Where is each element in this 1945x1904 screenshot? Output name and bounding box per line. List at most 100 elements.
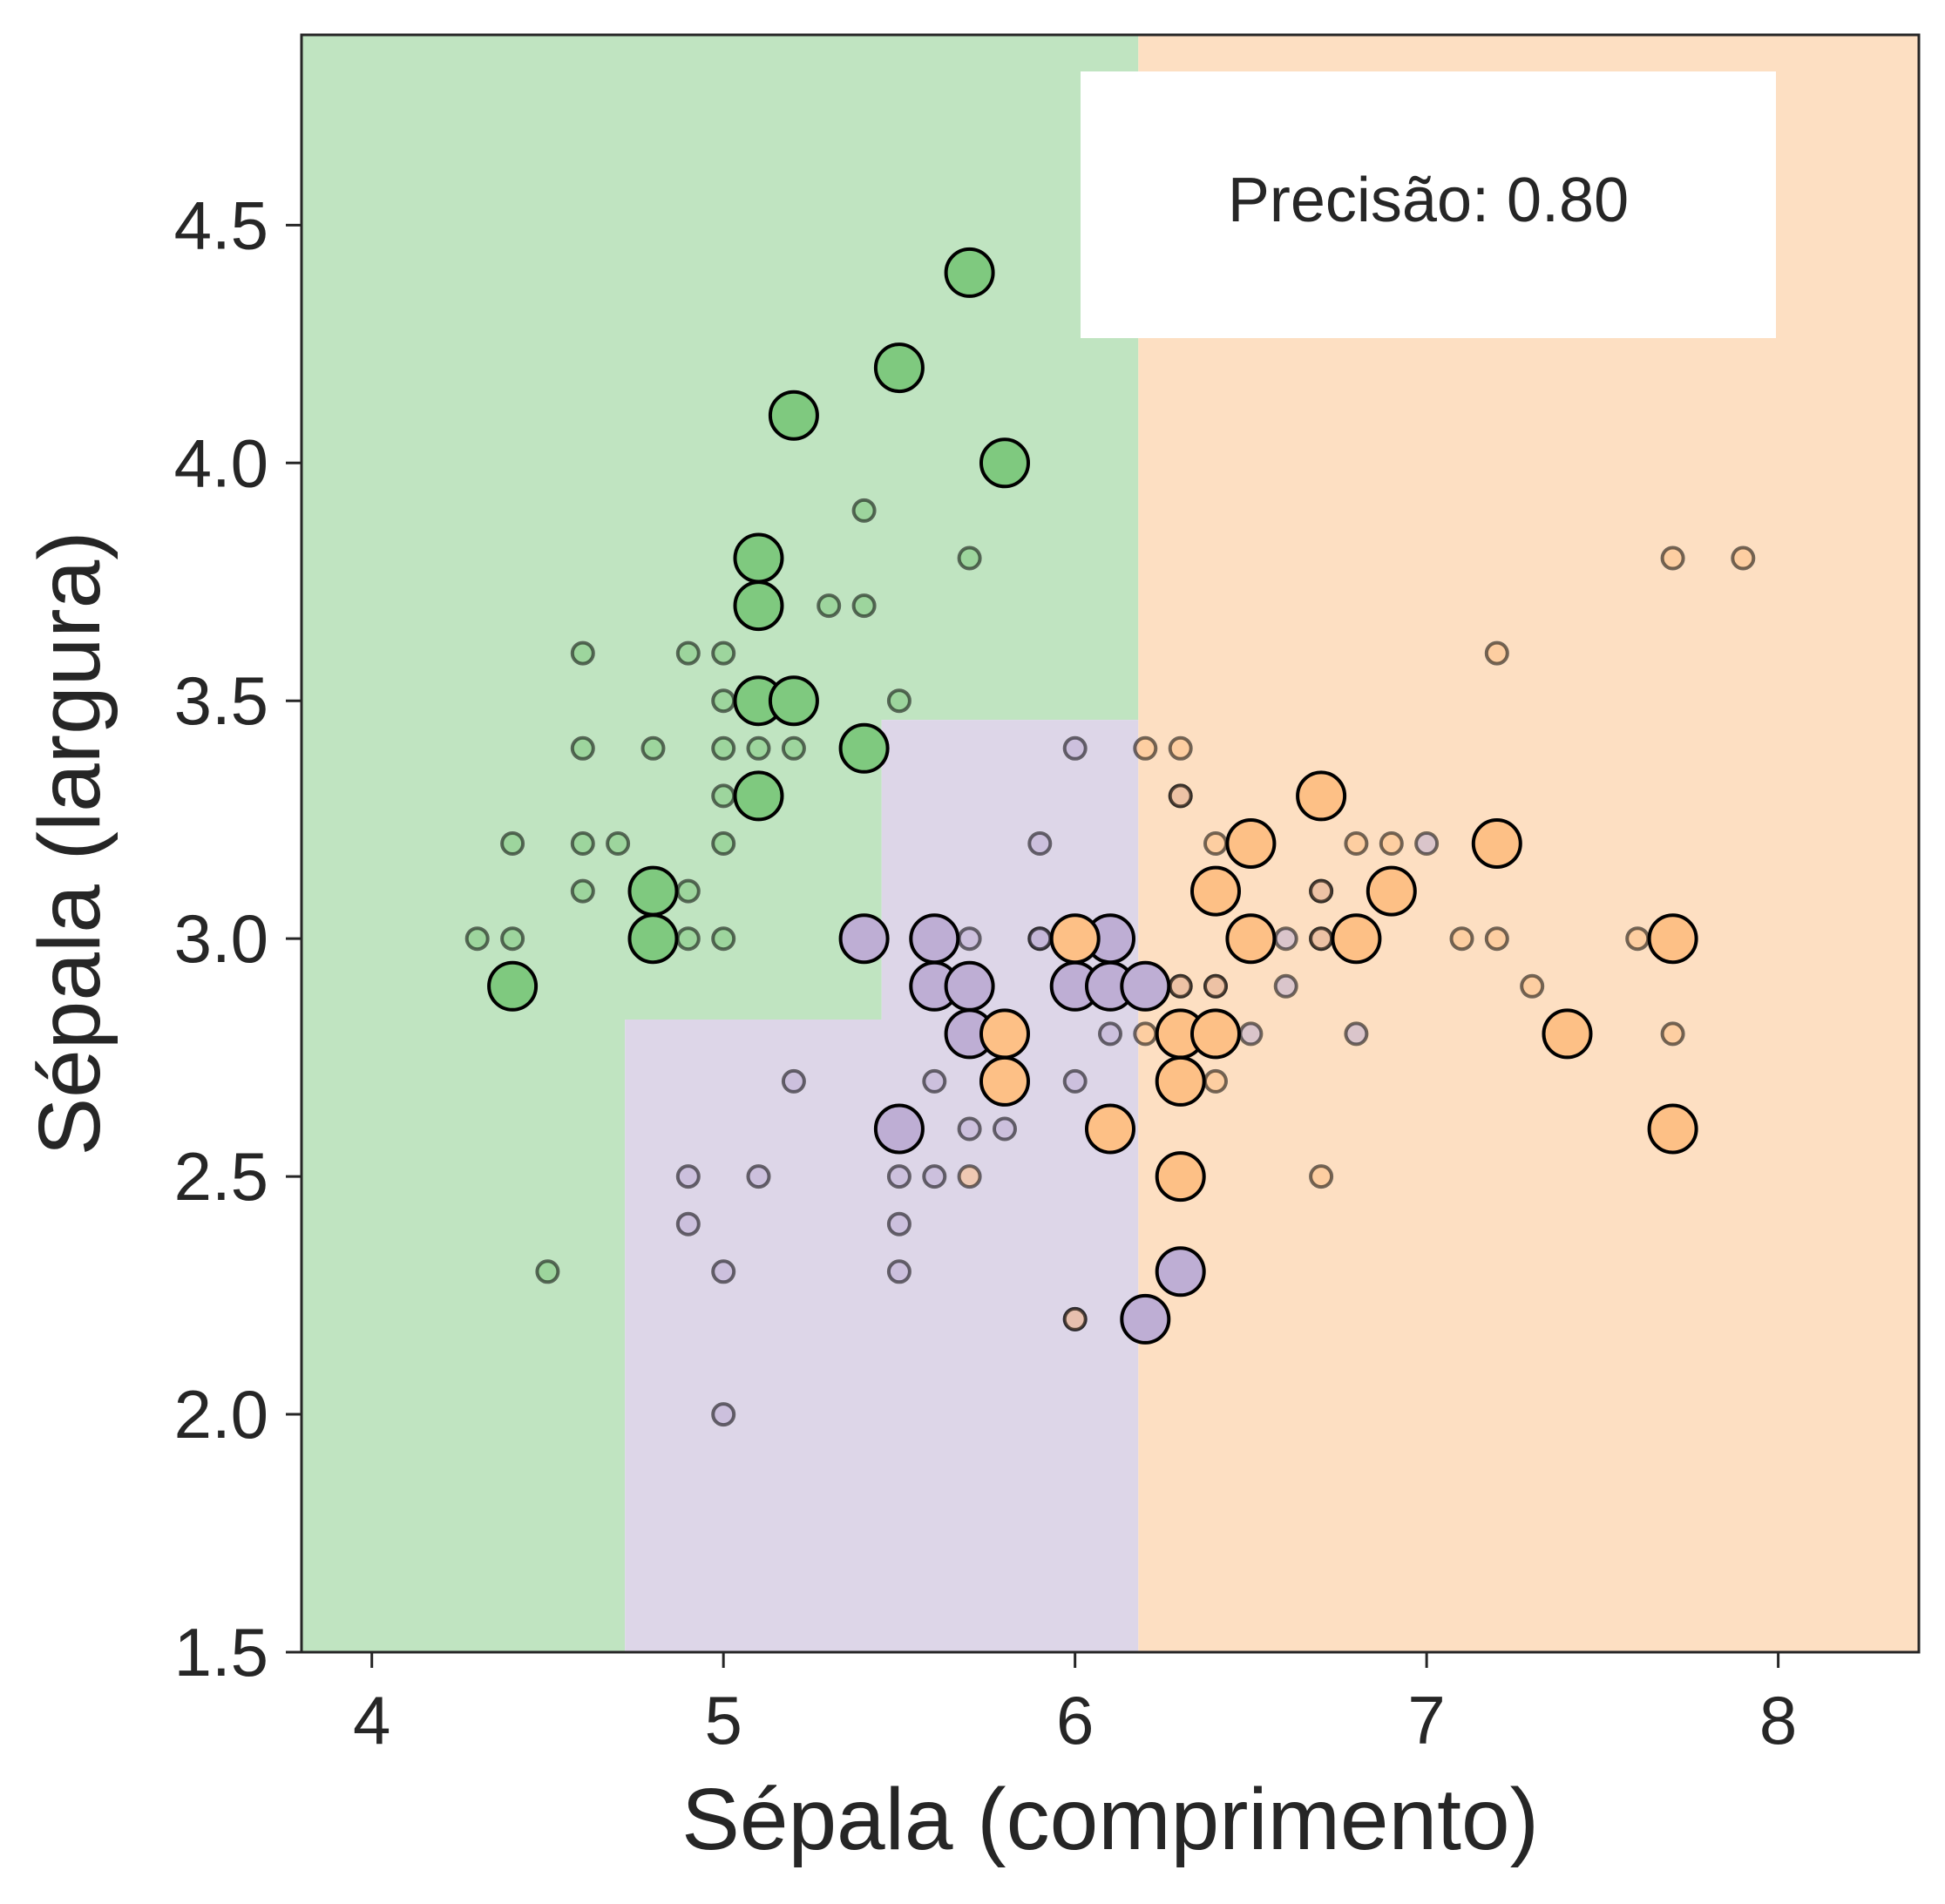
train-point-class-2 (957, 1164, 982, 1189)
test-point-class-2 (979, 1008, 1030, 1060)
y-tick-label: 3.5 (174, 662, 268, 739)
y-tick-label: 4.0 (174, 424, 268, 501)
y-tick-label: 1.5 (174, 1614, 268, 1691)
train-point-class-1 (1062, 735, 1088, 761)
train-point-class-0 (675, 926, 701, 952)
accuracy-text: Precisão: 0.80 (1228, 166, 1629, 235)
test-point-class-2 (1542, 1008, 1593, 1060)
train-point-class-2 (1062, 1306, 1088, 1331)
train-point-class-2 (1660, 545, 1685, 571)
test-point-class-2 (1085, 1103, 1135, 1155)
train-point-class-1 (1027, 831, 1053, 856)
train-point-class-0 (886, 688, 912, 714)
train-point-class-0 (711, 735, 736, 761)
annotation-box (1081, 71, 1776, 338)
train-point-class-0 (675, 640, 701, 666)
train-point-class-1 (1027, 926, 1053, 952)
train-point-class-2 (1309, 926, 1334, 952)
test-point-class-0 (627, 913, 679, 965)
test-point-class-2 (1190, 865, 1241, 917)
y-tick-label: 2.0 (174, 1376, 268, 1453)
test-point-class-0 (768, 675, 819, 727)
train-point-class-1 (886, 1211, 912, 1237)
x-axis: 4 5 6 7 8 (353, 1652, 1797, 1758)
train-point-class-1 (1414, 831, 1440, 856)
train-point-class-1 (675, 1211, 701, 1237)
train-point-class-2 (1203, 973, 1228, 999)
train-point-class-2 (1309, 1164, 1334, 1189)
train-point-class-0 (746, 735, 771, 761)
test-point-class-2 (1049, 913, 1101, 965)
train-point-class-2 (1449, 926, 1474, 952)
train-point-class-1 (922, 1164, 947, 1189)
train-point-class-1 (1062, 1068, 1088, 1094)
test-point-class-1 (1155, 1246, 1206, 1298)
plot-frame (300, 33, 1921, 1654)
test-point-class-0 (733, 532, 784, 584)
test-point-class-0 (873, 342, 925, 394)
train-point-class-2 (1660, 1021, 1685, 1047)
train-point-class-0 (781, 735, 806, 761)
x-tick-label: 7 (1407, 1682, 1445, 1758)
train-point-class-0 (957, 545, 982, 571)
train-point-class-2 (1203, 831, 1228, 856)
train-point-class-0 (570, 831, 595, 856)
train-point-class-0 (606, 831, 631, 856)
train-point-class-0 (500, 831, 525, 856)
train-point-class-1 (711, 1259, 736, 1284)
test-point-class-1 (944, 960, 995, 1012)
train-point-class-2 (1168, 973, 1193, 999)
train-point-class-2 (1625, 926, 1650, 952)
train-point-class-2 (1133, 735, 1158, 761)
x-tick-label: 8 (1759, 1682, 1797, 1758)
train-point-class-2 (1520, 973, 1545, 999)
train-point-class-1 (711, 1402, 736, 1427)
train-point-class-2 (1168, 735, 1193, 761)
train-point-class-0 (640, 735, 666, 761)
x-tick-label: 4 (353, 1682, 390, 1758)
x-tick-label: 5 (704, 1682, 742, 1758)
train-point-class-2 (1484, 640, 1509, 666)
test-point-class-2 (1331, 913, 1382, 965)
train-point-class-0 (711, 688, 736, 714)
test-point-class-2 (1366, 865, 1417, 917)
test-point-class-0 (944, 247, 995, 298)
accuracy-annotation: Precisão: 0.80 (1081, 71, 1776, 338)
test-point-class-1 (873, 1103, 925, 1155)
train-point-class-1 (1273, 926, 1298, 952)
test-point-class-2 (1471, 818, 1522, 869)
region-class-1 (625, 720, 1139, 1652)
train-point-class-1 (675, 1164, 701, 1189)
x-tick-label: 6 (1056, 1682, 1094, 1758)
train-point-class-1 (1273, 973, 1298, 999)
y-tick-label: 4.5 (174, 186, 268, 263)
test-point-class-2 (1190, 1008, 1241, 1060)
test-point-class-2 (1647, 913, 1698, 965)
test-points (487, 247, 1698, 1345)
train-point-class-2 (1133, 1021, 1158, 1047)
train-point-class-0 (535, 1259, 560, 1284)
train-point-class-1 (1238, 1021, 1264, 1047)
train-point-class-1 (1344, 1021, 1369, 1047)
train-point-class-2 (1484, 926, 1509, 952)
train-point-class-1 (781, 1068, 806, 1094)
train-point-class-1 (886, 1259, 912, 1284)
test-point-class-0 (733, 770, 784, 822)
train-point-class-1 (957, 1116, 982, 1142)
test-point-class-1 (1120, 1293, 1171, 1345)
test-point-class-0 (733, 580, 784, 632)
test-point-class-0 (979, 437, 1030, 489)
train-point-class-2 (1203, 1068, 1228, 1094)
y-axis-label: Sépala (largura) (21, 531, 119, 1155)
test-point-class-2 (1225, 913, 1277, 965)
region-class-2 (1138, 35, 1919, 1652)
train-point-class-0 (851, 593, 877, 619)
test-point-class-0 (838, 722, 890, 774)
test-point-class-2 (1647, 1103, 1698, 1155)
train-point-class-1 (746, 1164, 771, 1189)
test-point-class-2 (979, 1055, 1030, 1107)
train-point-class-0 (711, 926, 736, 952)
train-point-class-0 (711, 640, 736, 666)
train-point-class-0 (675, 878, 701, 904)
